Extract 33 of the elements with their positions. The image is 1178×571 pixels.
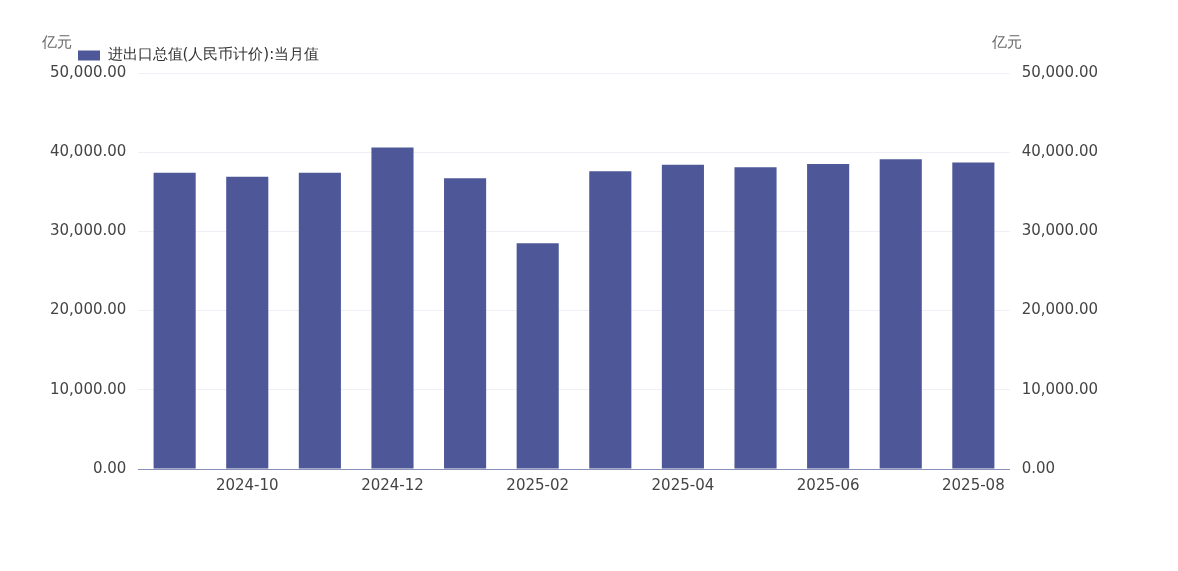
y-tick-label: 30,000.00: [50, 221, 127, 240]
y-tick-label: 50,000.00: [50, 62, 127, 81]
x-tick-label: 2025-02: [506, 475, 570, 494]
y2-tick-label: 10,000.00: [1021, 379, 1098, 398]
y-tick-label: 10,000.00: [50, 379, 127, 398]
y-tick-label: 40,000.00: [50, 142, 127, 161]
x-tick-label: 2025-04: [651, 475, 715, 494]
bar: [371, 147, 414, 469]
bar: [444, 178, 487, 469]
bar: [153, 172, 196, 469]
y-axis-title: 亿元: [41, 33, 72, 52]
bar: [952, 162, 995, 469]
x-tick-label: 2024-12: [361, 475, 424, 494]
bar: [516, 243, 559, 469]
bar: [589, 171, 632, 469]
y2-tick-label: 20,000.00: [1021, 300, 1098, 319]
y2-tick-label: 40,000.00: [1021, 142, 1098, 161]
y2-tick-label: 50,000.00: [1021, 62, 1098, 81]
bar: [879, 159, 922, 469]
bar: [661, 164, 704, 469]
bar: [734, 167, 777, 469]
x-tick-label: 2025-06: [796, 475, 860, 494]
bar: [226, 176, 269, 469]
y-tick-label: 0.00: [92, 458, 127, 477]
x-tick-label: 2024-10: [215, 475, 279, 494]
y-tick-label: 20,000.00: [50, 300, 127, 319]
bar: [807, 164, 850, 469]
y2-tick-label: 0.00: [1021, 458, 1056, 477]
x-tick-label: 2025-08: [942, 475, 1005, 494]
y2-axis-title: 亿元: [991, 33, 1022, 52]
y2-tick-label: 30,000.00: [1021, 221, 1098, 240]
legend-label: 进出口总值(人民币计价):当月值: [107, 45, 320, 64]
bar: [298, 172, 341, 469]
